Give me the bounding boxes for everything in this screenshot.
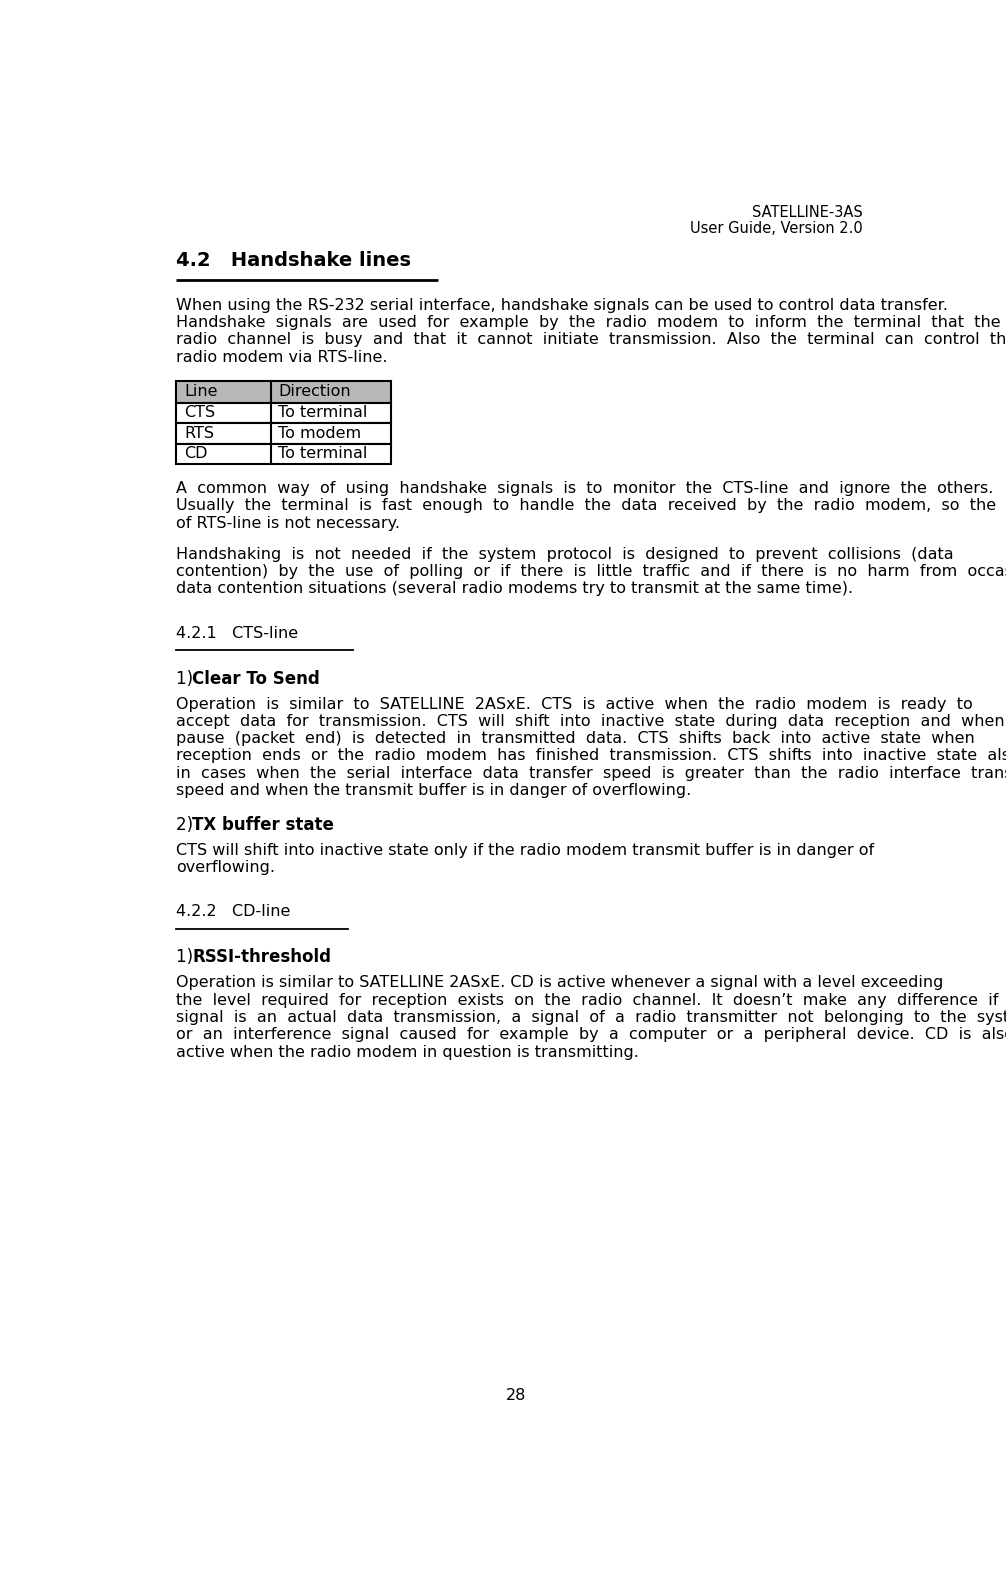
Text: active when the radio modem in question is transmitting.: active when the radio modem in question … — [176, 1045, 639, 1059]
Text: data contention situations (several radio modems try to transmit at the same tim: data contention situations (several radi… — [176, 582, 853, 597]
Text: User Guide, Version 2.0: User Guide, Version 2.0 — [690, 222, 863, 236]
Text: Usually  the  terminal  is  fast  enough  to  handle  the  data  received  by  t: Usually the terminal is fast enough to h… — [176, 498, 1006, 514]
Text: When using the RS-232 serial interface, handshake signals can be used to control: When using the RS-232 serial interface, … — [176, 298, 948, 313]
Text: Direction: Direction — [279, 384, 351, 399]
Text: Operation  is  similar  to  SATELLINE  2ASxE.  CTS  is  active  when  the  radio: Operation is similar to SATELLINE 2ASxE.… — [176, 697, 973, 711]
Bar — [176, 404, 390, 423]
Text: 2): 2) — [176, 817, 198, 834]
Text: overflowing.: overflowing. — [176, 860, 275, 876]
Text: 4.2.1   CTS-line: 4.2.1 CTS-line — [176, 625, 298, 641]
Text: To terminal: To terminal — [279, 447, 368, 461]
Text: the  level  required  for  reception  exists  on  the  radio  channel.  It  does: the level required for reception exists … — [176, 992, 1006, 1008]
Text: Clear To Send: Clear To Send — [192, 670, 320, 687]
Text: A  common  way  of  using  handshake  signals  is  to  monitor  the  CTS-line  a: A common way of using handshake signals … — [176, 482, 994, 496]
Text: RTS: RTS — [184, 426, 214, 440]
Text: 4.2.2   CD-line: 4.2.2 CD-line — [176, 904, 291, 919]
Text: radio modem via RTS-line.: radio modem via RTS-line. — [176, 349, 387, 365]
Text: TX buffer state: TX buffer state — [192, 817, 334, 834]
Text: To modem: To modem — [279, 426, 361, 440]
Text: Handshaking  is  not  needed  if  the  system  protocol  is  designed  to  preve: Handshaking is not needed if the system … — [176, 547, 954, 561]
Text: RSSI-threshold: RSSI-threshold — [192, 949, 331, 967]
Text: of RTS-line is not necessary.: of RTS-line is not necessary. — [176, 515, 400, 531]
Text: 4.2   Handshake lines: 4.2 Handshake lines — [176, 250, 411, 270]
Text: or  an  interference  signal  caused  for  example  by  a  computer  or  a  peri: or an interference signal caused for exa… — [176, 1027, 1006, 1042]
Text: Handshake  signals  are  used  for  example  by  the  radio  modem  to  inform  : Handshake signals are used for example b… — [176, 314, 1001, 330]
Text: pause  (packet  end)  is  detected  in  transmitted  data.  CTS  shifts  back  i: pause (packet end) is detected in transm… — [176, 731, 975, 746]
Text: reception  ends  or  the  radio  modem  has  finished  transmission.  CTS  shift: reception ends or the radio modem has fi… — [176, 748, 1006, 764]
Text: Operation is similar to SATELLINE 2ASxE. CD is active whenever a signal with a l: Operation is similar to SATELLINE 2ASxE.… — [176, 975, 944, 990]
Bar — [176, 381, 390, 404]
Text: CTS will shift into inactive state only if the radio modem transmit buffer is in: CTS will shift into inactive state only … — [176, 842, 874, 858]
Text: SATELLINE-3AS: SATELLINE-3AS — [752, 206, 863, 220]
Text: in  cases  when  the  serial  interface  data  transfer  speed  is  greater  tha: in cases when the serial interface data … — [176, 766, 1006, 782]
Text: signal  is  an  actual  data  transmission,  a  signal  of  a  radio  transmitte: signal is an actual data transmission, a… — [176, 1010, 1006, 1026]
Text: To terminal: To terminal — [279, 405, 368, 421]
Text: Line: Line — [184, 384, 217, 399]
Text: 1): 1) — [176, 949, 198, 967]
Text: radio  channel  is  busy  and  that  it  cannot  initiate  transmission.  Also  : radio channel is busy and that it cannot… — [176, 332, 1006, 348]
Text: CTS: CTS — [184, 405, 215, 421]
Text: 1): 1) — [176, 670, 198, 687]
Text: CD: CD — [184, 447, 207, 461]
Text: speed and when the transmit buffer is in danger of overflowing.: speed and when the transmit buffer is in… — [176, 783, 691, 798]
Text: accept  data  for  transmission.  CTS  will  shift  into  inactive  state  durin: accept data for transmission. CTS will s… — [176, 715, 1006, 729]
Text: contention)  by  the  use  of  polling  or  if  there  is  little  traffic  and : contention) by the use of polling or if … — [176, 565, 1006, 579]
Text: 28: 28 — [505, 1388, 526, 1402]
Bar — [176, 423, 390, 443]
Bar — [176, 443, 390, 464]
